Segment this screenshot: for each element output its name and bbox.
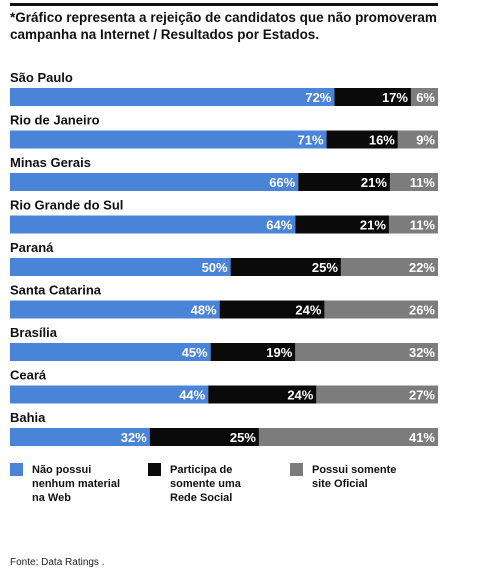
- seg-social: [298, 173, 390, 191]
- legend-label-social: Participa de somente uma Rede Social: [170, 464, 241, 504]
- value-no-material: 71%: [298, 133, 324, 148]
- value-social: 17%: [382, 90, 408, 105]
- legend-swatch-blue: [10, 463, 23, 476]
- value-no-material: 66%: [269, 175, 295, 190]
- value-no-material: 64%: [266, 218, 292, 233]
- seg-official-site: [388, 215, 438, 234]
- seg-social: [210, 343, 296, 361]
- state-label: Rio Grande do Sul: [10, 198, 123, 213]
- value-official-site: 26%: [409, 303, 435, 318]
- seg-social: [149, 428, 259, 446]
- state-label: Ceará: [10, 368, 47, 383]
- seg-social: [230, 258, 341, 276]
- value-official-site: 22%: [409, 260, 435, 275]
- value-no-material: 45%: [182, 345, 208, 360]
- seg-no-material: [10, 130, 327, 149]
- seg-social: [219, 300, 325, 319]
- seg-no-material: [10, 173, 299, 191]
- value-social: 19%: [266, 345, 292, 360]
- seg-no-material: [10, 428, 150, 446]
- value-no-material: 72%: [305, 90, 331, 105]
- seg-official-site: [340, 258, 438, 276]
- value-official-site: 11%: [410, 175, 436, 190]
- value-no-material: 50%: [202, 260, 228, 275]
- seg-no-material: [10, 215, 296, 234]
- value-official-site: 11%: [410, 218, 436, 233]
- seg-social: [326, 130, 398, 149]
- value-no-material: 32%: [121, 430, 147, 445]
- seg-official-site: [258, 428, 438, 446]
- value-official-site: 32%: [409, 345, 435, 360]
- value-social: 24%: [295, 303, 321, 318]
- seg-social: [295, 215, 389, 234]
- value-social: 24%: [287, 388, 313, 403]
- seg-official-site: [410, 88, 438, 106]
- seg-social: [208, 385, 317, 404]
- value-social: 16%: [369, 133, 395, 148]
- seg-no-material: [10, 300, 220, 319]
- state-label: Paraná: [10, 240, 54, 255]
- seg-no-material: [10, 385, 209, 404]
- seg-no-material: [10, 88, 335, 106]
- state-label: Minas Gerais: [10, 155, 91, 170]
- seg-official-site: [389, 173, 438, 191]
- state-label: Rio de Janeiro: [10, 113, 100, 128]
- value-official-site: 41%: [409, 430, 435, 445]
- seg-official-site: [324, 300, 438, 319]
- state-label: Brasília: [10, 325, 58, 340]
- value-social: 21%: [361, 175, 387, 190]
- seg-official-site: [316, 385, 438, 404]
- legend-label-official-site: Possui somente site Oficial: [312, 464, 397, 490]
- legend-label-no-material: Não possui nenhum material na Web: [32, 464, 121, 504]
- value-no-material: 48%: [191, 303, 217, 318]
- seg-social: [334, 88, 411, 106]
- value-official-site: 6%: [416, 90, 435, 105]
- value-official-site: 27%: [409, 388, 435, 403]
- state-label: Bahia: [10, 410, 46, 425]
- chart-title: *Gráfico representa a rejeição de candid…: [10, 10, 437, 42]
- seg-official-site: [295, 343, 438, 361]
- seg-no-material: [10, 343, 211, 361]
- value-social: 25%: [312, 260, 338, 275]
- seg-official-site: [397, 130, 439, 149]
- legend-swatch-gray: [290, 463, 303, 476]
- state-label: São Paulo: [10, 70, 73, 85]
- source-note: Fonte: Data Ratings .: [10, 557, 105, 568]
- top-rule: [10, 3, 438, 6]
- value-official-site: 9%: [416, 133, 435, 148]
- state-label: Santa Catarina: [10, 283, 102, 298]
- value-social: 21%: [360, 218, 386, 233]
- value-no-material: 44%: [179, 388, 205, 403]
- value-social: 25%: [230, 430, 256, 445]
- seg-no-material: [10, 258, 231, 276]
- legend-swatch-black: [148, 463, 161, 476]
